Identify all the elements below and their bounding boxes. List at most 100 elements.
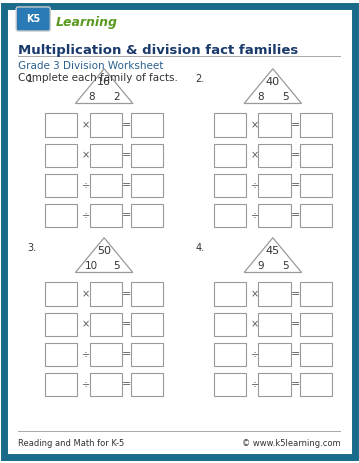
Text: ×: × [251,289,259,299]
Text: K5: K5 [26,14,40,24]
Text: Reading and Math for K-5: Reading and Math for K-5 [18,439,124,448]
Text: =: = [291,120,300,130]
Text: =: = [291,319,300,329]
FancyBboxPatch shape [300,113,332,137]
Text: 40: 40 [266,76,280,87]
Text: Complete each family of facts.: Complete each family of facts. [18,73,178,83]
Text: ×: × [251,150,259,160]
Text: =: = [291,289,300,299]
Polygon shape [75,238,133,272]
Text: =: = [122,379,131,389]
Text: 2: 2 [113,92,120,101]
FancyBboxPatch shape [16,7,50,31]
Text: 8: 8 [88,92,95,101]
FancyBboxPatch shape [90,144,122,167]
Text: 5: 5 [282,261,289,270]
FancyBboxPatch shape [90,373,122,396]
FancyBboxPatch shape [45,373,77,396]
FancyBboxPatch shape [45,113,77,137]
Text: =: = [122,349,131,359]
Text: 10: 10 [85,261,98,270]
FancyBboxPatch shape [214,144,246,167]
FancyBboxPatch shape [18,56,341,57]
FancyBboxPatch shape [300,373,332,396]
FancyBboxPatch shape [131,204,163,227]
Text: ×: × [82,289,90,299]
FancyBboxPatch shape [131,174,163,197]
FancyBboxPatch shape [214,282,246,306]
Text: ÷: ÷ [82,210,90,220]
Text: 45: 45 [266,245,280,256]
FancyBboxPatch shape [90,282,122,306]
FancyBboxPatch shape [131,373,163,396]
FancyBboxPatch shape [131,282,163,306]
Text: =: = [122,180,131,190]
Text: 5: 5 [113,261,120,270]
Polygon shape [244,238,302,272]
FancyBboxPatch shape [131,144,163,167]
FancyBboxPatch shape [258,144,291,167]
FancyBboxPatch shape [131,343,163,366]
FancyBboxPatch shape [214,204,246,227]
Text: ×: × [82,120,90,130]
FancyBboxPatch shape [4,6,355,457]
FancyBboxPatch shape [90,343,122,366]
Text: 50: 50 [97,245,111,256]
Text: Multiplication & division fact families: Multiplication & division fact families [18,44,298,56]
Text: =: = [122,150,131,160]
FancyBboxPatch shape [214,343,246,366]
FancyBboxPatch shape [214,373,246,396]
Text: 9: 9 [257,261,264,270]
Text: ÷: ÷ [251,210,259,220]
Text: =: = [291,379,300,389]
Text: ÷: ÷ [251,180,259,190]
Text: 2.: 2. [196,74,205,84]
FancyBboxPatch shape [258,313,291,336]
Text: 16: 16 [97,76,111,87]
Text: =: = [122,289,131,299]
Text: ÷: ÷ [82,349,90,359]
FancyBboxPatch shape [300,144,332,167]
FancyBboxPatch shape [45,204,77,227]
Text: ÷: ÷ [82,379,90,389]
FancyBboxPatch shape [214,313,246,336]
FancyBboxPatch shape [90,204,122,227]
FancyBboxPatch shape [258,373,291,396]
Text: ×: × [82,150,90,160]
FancyBboxPatch shape [45,313,77,336]
Text: ÷: ÷ [251,349,259,359]
Text: 5: 5 [282,92,289,101]
Text: =: = [291,180,300,190]
FancyBboxPatch shape [45,282,77,306]
Text: ÷: ÷ [82,180,90,190]
FancyBboxPatch shape [45,144,77,167]
FancyBboxPatch shape [214,113,246,137]
FancyBboxPatch shape [18,431,341,432]
Text: =: = [291,150,300,160]
FancyBboxPatch shape [300,282,332,306]
Text: 8: 8 [257,92,264,101]
Polygon shape [75,69,133,103]
Text: ×: × [82,319,90,329]
Polygon shape [244,69,302,103]
Text: =: = [291,210,300,220]
FancyBboxPatch shape [90,313,122,336]
Text: 3.: 3. [27,243,36,253]
Text: =: = [122,319,131,329]
Text: Learning: Learning [56,16,118,29]
FancyBboxPatch shape [300,174,332,197]
FancyBboxPatch shape [258,282,291,306]
FancyBboxPatch shape [300,204,332,227]
Text: 4.: 4. [196,243,205,253]
FancyBboxPatch shape [90,113,122,137]
Text: =: = [122,120,131,130]
Text: =: = [291,349,300,359]
Text: ×: × [251,319,259,329]
Text: © www.k5learning.com: © www.k5learning.com [242,439,341,448]
Text: 1.: 1. [27,74,36,84]
Text: ×: × [251,120,259,130]
FancyBboxPatch shape [214,174,246,197]
Text: ÷: ÷ [251,379,259,389]
FancyBboxPatch shape [90,174,122,197]
Text: Grade 3 Division Worksheet: Grade 3 Division Worksheet [18,61,163,71]
